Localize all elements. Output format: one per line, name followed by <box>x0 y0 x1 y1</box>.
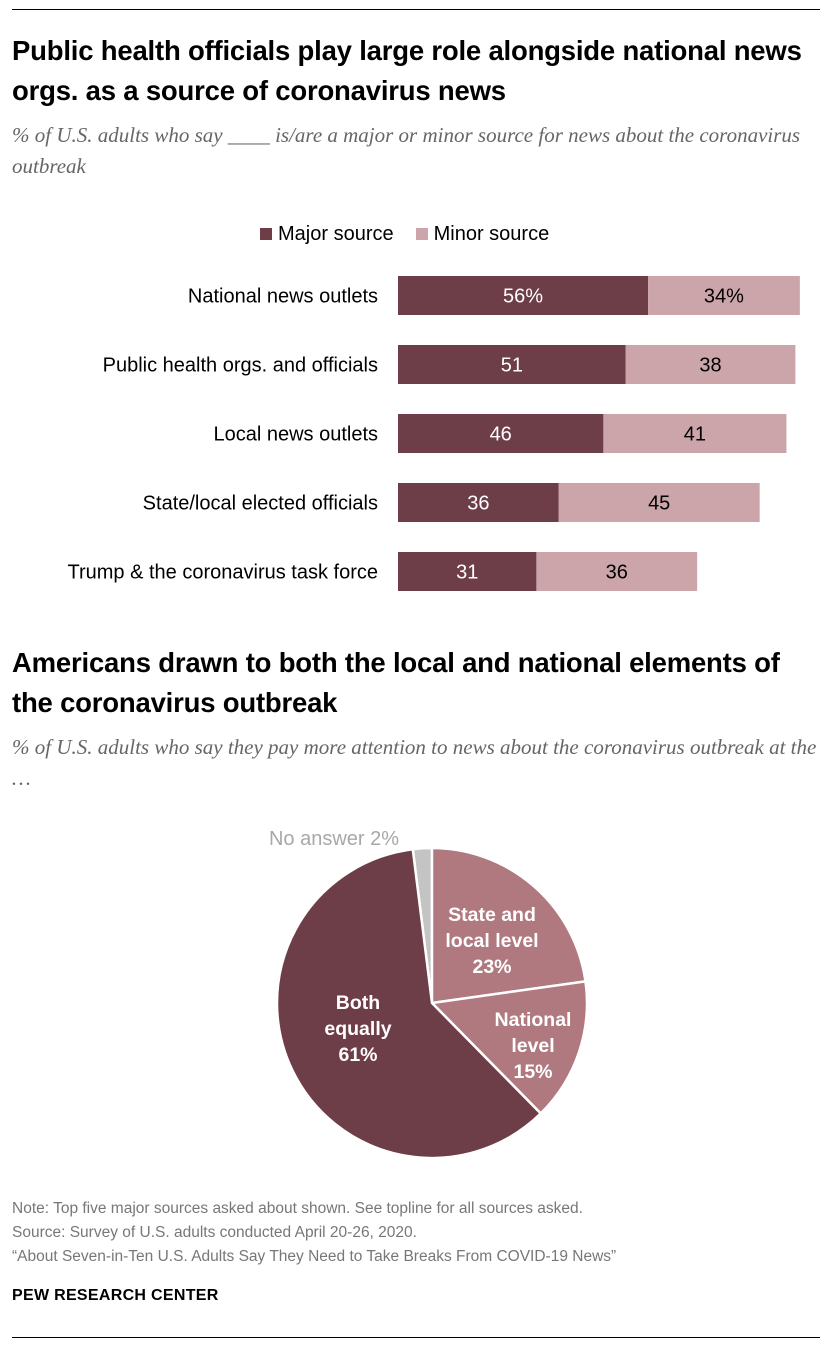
bar-row: State/local elected officials 36 45 <box>143 483 760 522</box>
pie-slice-national-level <box>429 979 589 1116</box>
footer-note: Note: Top five major sources asked about… <box>12 1200 583 1217</box>
data-label-major: 36 <box>467 493 489 515</box>
bottom-rule <box>12 1337 820 1338</box>
bar-minor-source <box>536 552 698 591</box>
chart2-subtitle: % of U.S. adults who say they pay more a… <box>12 735 817 790</box>
pie-chart: No answer 2% State and local level 23% Natio… <box>269 828 589 1160</box>
pie-label: State and local level 23% <box>445 904 538 978</box>
legend-major-swatch <box>260 228 272 240</box>
bar-minor-source <box>648 276 800 315</box>
legend-minor-label: Minor source <box>433 222 550 245</box>
bar-row: Public health orgs. and officials 51 38 <box>103 345 796 384</box>
bar-major-source <box>398 552 537 591</box>
pie-label: National level 15% <box>495 1009 572 1083</box>
footer-report: “About Seven-in-Ten U.S. Adults Say They… <box>12 1248 617 1265</box>
category-label: National news outlets <box>188 286 378 308</box>
pie-slice-state-and-local-level <box>430 846 587 1005</box>
bar-major-source <box>398 483 559 522</box>
data-label-minor: 41 <box>684 424 706 446</box>
legend-major-label: Major source <box>278 222 394 245</box>
legend-major: Major source <box>260 223 394 246</box>
legend-minor: Minor source <box>415 222 550 246</box>
legend-minor-swatch <box>415 228 428 240</box>
category-label: Trump & the coronavirus task force <box>68 562 379 584</box>
data-label-major: 31 <box>456 562 478 584</box>
data-label-major: 56% <box>503 286 543 308</box>
data-label-minor: 45 <box>648 493 670 515</box>
pie-label: Both equally 61% <box>324 992 391 1066</box>
chart1-legend: Major source Minor source <box>260 221 571 247</box>
bar-row: Local news outlets 46 41 <box>213 414 787 453</box>
chart1-title: Public health officials play large role … <box>12 35 802 106</box>
bar-major-source <box>398 414 604 453</box>
data-label-major: 46 <box>490 424 512 446</box>
category-label: State/local elected officials <box>143 493 378 515</box>
chart1-subtitle: % of U.S. adults who say ____ is/are a m… <box>12 123 801 178</box>
bar-minor-source <box>558 483 760 522</box>
bar-major-source <box>398 276 649 315</box>
chart2-title: Americans drawn to both the local and na… <box>12 647 780 718</box>
data-label-minor: 36 <box>606 562 628 584</box>
data-label-minor: 34% <box>704 286 744 308</box>
pie-slice-both-equally <box>275 847 543 1160</box>
bar-row: National news outlets 56% 34% <box>188 276 800 315</box>
category-label: Public health orgs. and officials <box>103 355 378 377</box>
top-rule <box>12 9 820 10</box>
data-label-major: 51 <box>501 355 523 377</box>
brand-logo-text: PEW RESEARCH CENTER <box>12 1287 219 1304</box>
pie-label: No answer 2% <box>269 828 399 850</box>
category-label: Local news outlets <box>213 424 378 446</box>
bar-minor-source <box>603 414 787 453</box>
bar-row: Trump & the coronavirus task force 31 36 <box>68 552 698 591</box>
bar-major-source <box>398 345 626 384</box>
stacked-bar-chart: National news outlets 56% 34% Public health… <box>68 276 800 591</box>
data-label-minor: 38 <box>699 355 721 377</box>
footer-source: Source: Survey of U.S. adults conducted … <box>12 1224 417 1241</box>
bar-minor-source <box>625 345 796 384</box>
